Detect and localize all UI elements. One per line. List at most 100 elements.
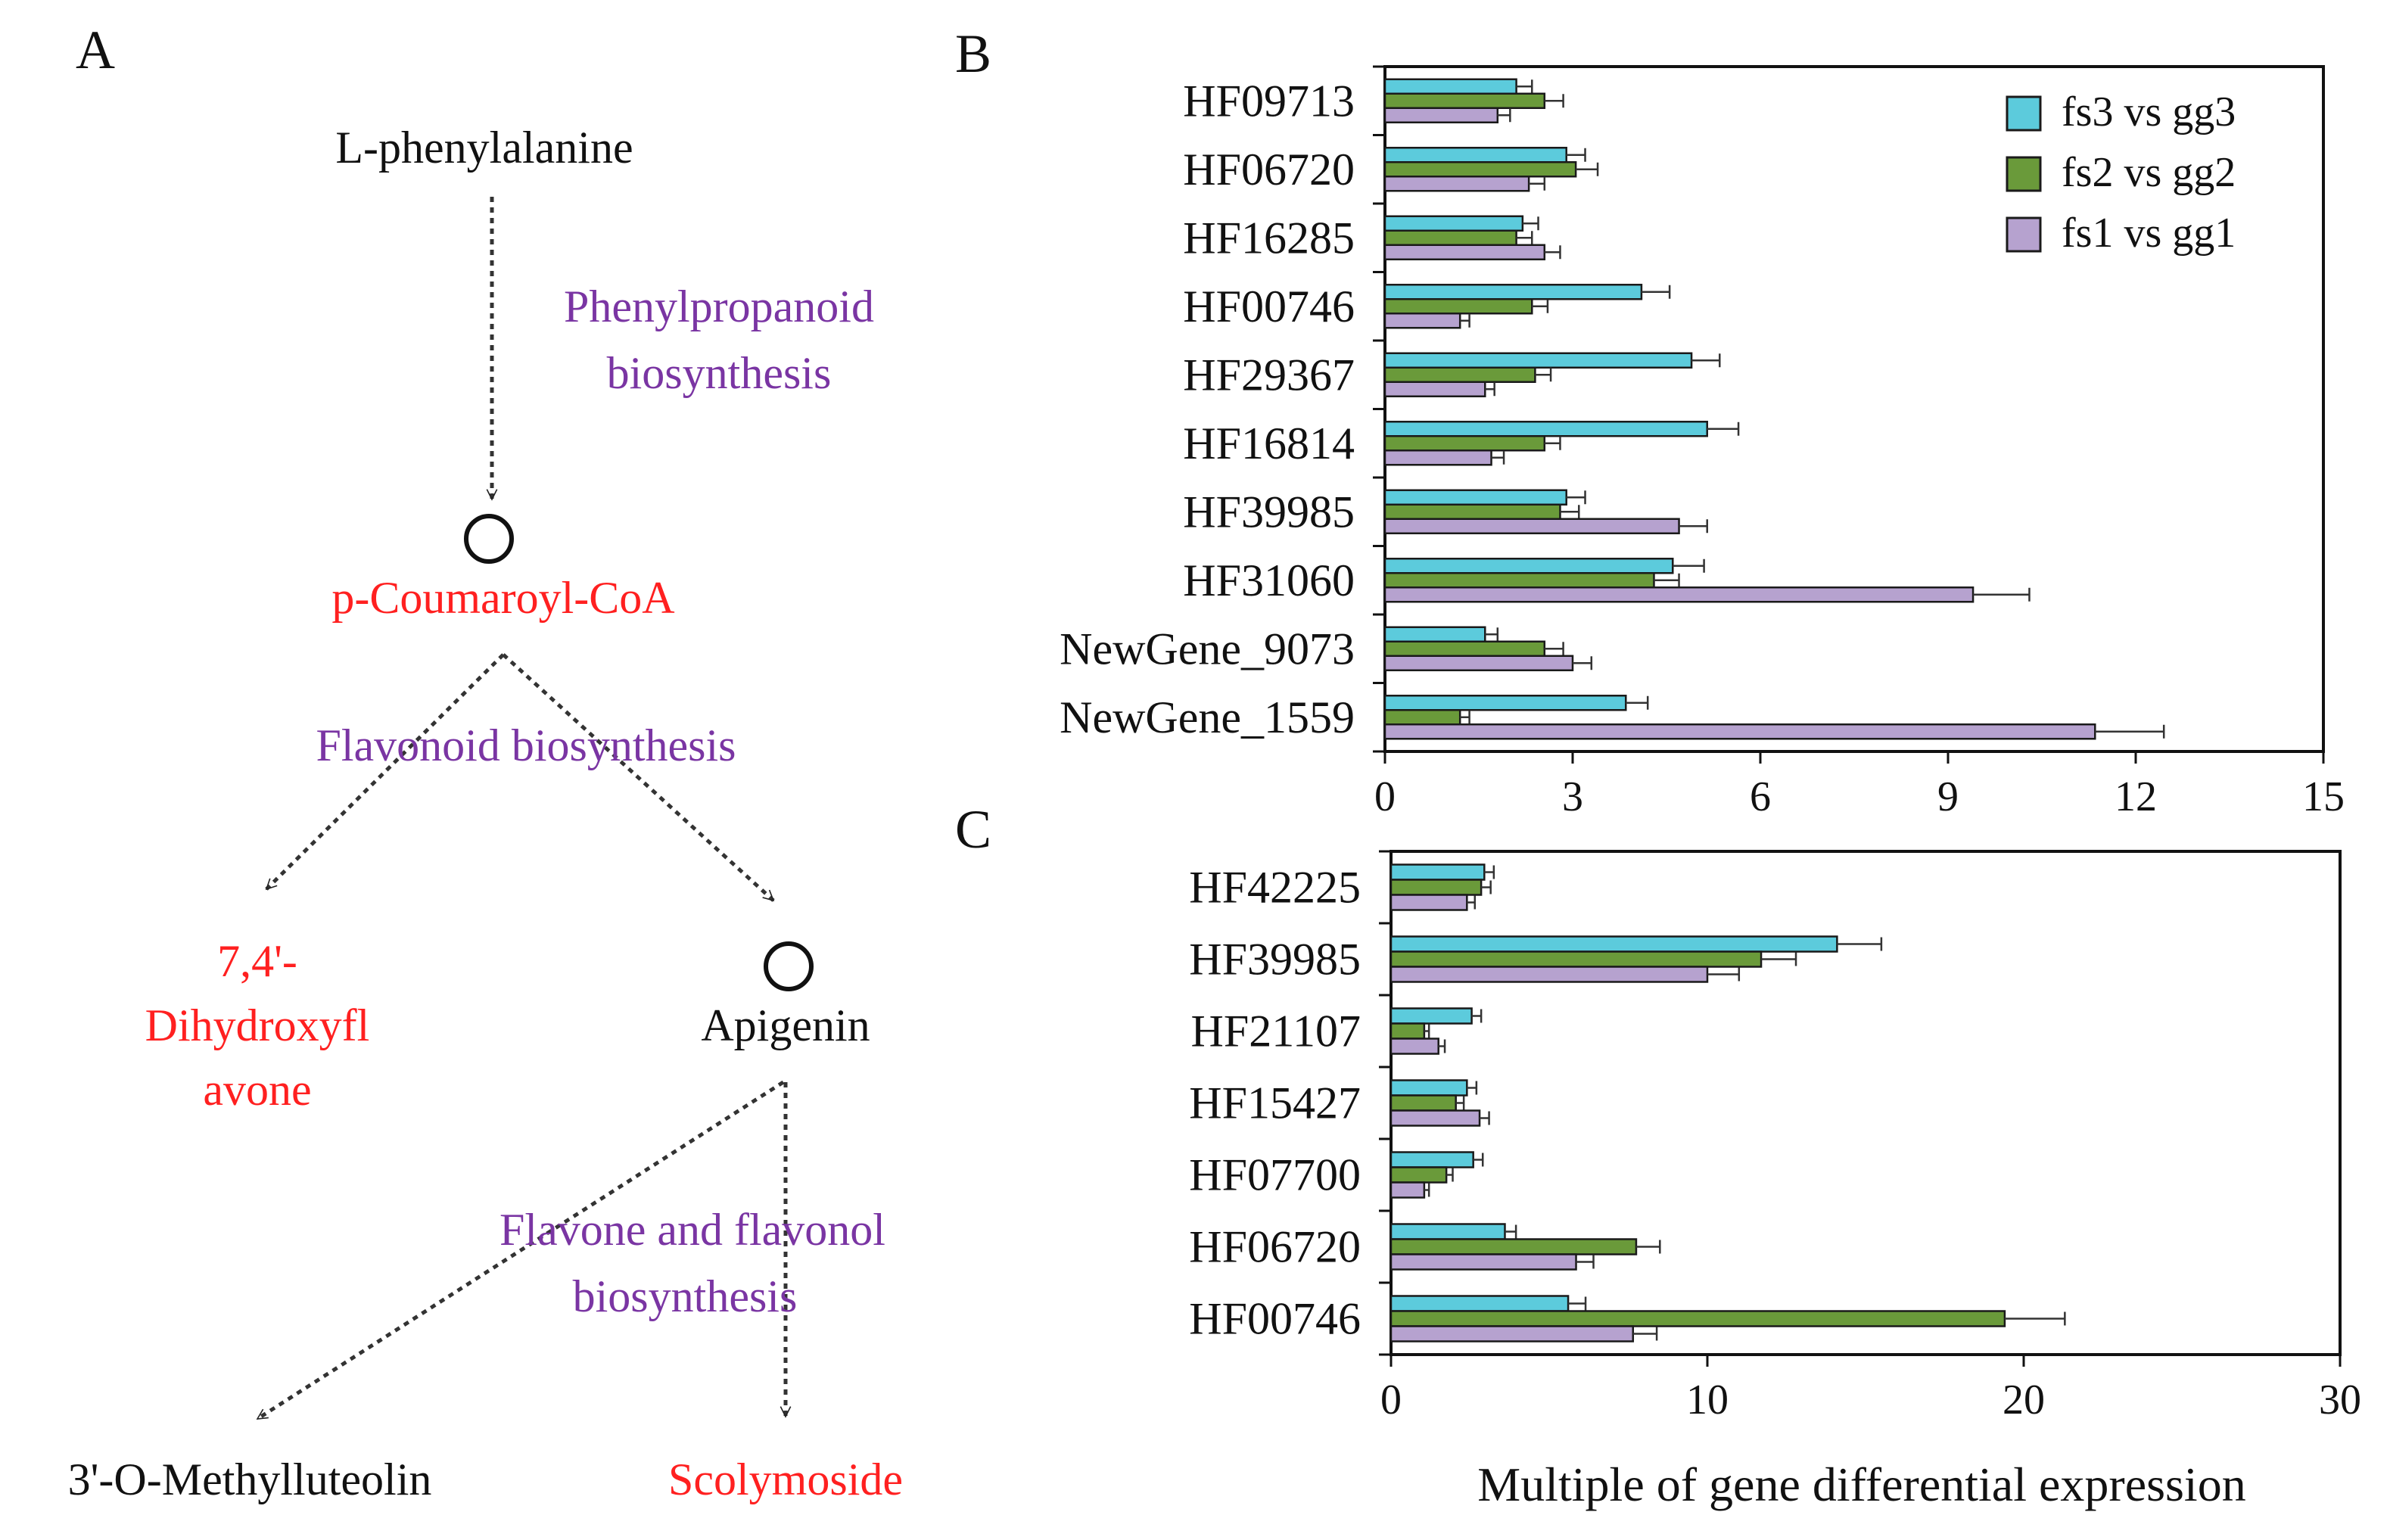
bar — [1389, 1325, 1635, 1342]
bar — [1389, 950, 1763, 968]
pathway-phenylpropanoid-line1: Phenylpropanoid — [564, 282, 874, 331]
bar — [1383, 176, 1530, 192]
gene-label: HF06720 — [1183, 145, 1355, 194]
compound-scolymoside: Scolymoside — [668, 1454, 903, 1504]
gene-label: HF07700 — [1189, 1150, 1361, 1200]
bar — [1383, 626, 1486, 642]
x-tick-label: 10 — [1686, 1377, 1729, 1423]
bar — [1383, 640, 1546, 657]
bar — [1389, 1151, 1474, 1168]
compound-dihydroxyflavone-line2: Dihydroxyfl — [145, 1000, 370, 1050]
bar — [1389, 1253, 1577, 1271]
bar — [1389, 863, 1486, 881]
gene-label: HF16814 — [1183, 418, 1355, 468]
gene-label: HF21107 — [1191, 1006, 1361, 1056]
legend-swatch — [2006, 216, 2042, 253]
x-tick-label: 6 — [1750, 773, 1771, 820]
compound-node-circle-coumaroyl — [464, 514, 514, 564]
pathway-flavone-line2: biosynthesis — [573, 1271, 798, 1321]
bar — [1389, 1181, 1426, 1199]
bar — [1383, 215, 1524, 232]
bar — [1383, 558, 1674, 574]
bar — [1383, 92, 1546, 109]
arrow-coumaroyl-to-dihydroxyflavone — [265, 653, 505, 891]
bar — [1383, 489, 1567, 506]
compound-dihydroxyflavone-line3: avone — [203, 1065, 311, 1115]
x-tick-label: 0 — [1374, 773, 1396, 820]
legend-swatch — [2006, 95, 2042, 132]
arrow-coumaroyl-to-apigenin — [502, 653, 775, 902]
bar — [1383, 450, 1492, 466]
panel-c-letter: C — [955, 799, 991, 860]
pathway-flavonoid: Flavonoid biosynthesis — [316, 720, 736, 770]
legend-label: fs3 vs gg3 — [2062, 89, 2236, 135]
bar — [1389, 1094, 1457, 1112]
compound-dihydroxyflavone-line1: 7,4'- — [217, 936, 297, 986]
x-tick-label: 9 — [1937, 773, 1959, 820]
bar — [1383, 244, 1546, 260]
bar — [1389, 1007, 1473, 1025]
x-tick-label: 3 — [1562, 773, 1583, 820]
bar — [1383, 435, 1546, 452]
gene-label: NewGene_9073 — [1060, 624, 1355, 674]
bar — [1383, 229, 1517, 246]
bar — [1383, 518, 1680, 534]
bar — [1389, 894, 1468, 911]
bar — [1389, 935, 1838, 953]
panel-c-bar-chart: C Multiple of gene differential expressi… — [955, 799, 2361, 1511]
compound-node-circle-apigenin — [764, 941, 814, 991]
x-tick-label: 0 — [1380, 1377, 1402, 1423]
gene-label: HF00746 — [1189, 1294, 1361, 1344]
pathway-flavone-line1: Flavone and flavonol — [499, 1205, 885, 1255]
gene-label: HF16285 — [1183, 213, 1355, 263]
bar — [1383, 586, 1975, 603]
bar — [1383, 107, 1499, 123]
bar — [1383, 147, 1567, 163]
gene-label: HF29367 — [1183, 350, 1355, 400]
x-tick-label: 30 — [2319, 1377, 2361, 1423]
bar — [1383, 352, 1693, 369]
bar — [1383, 284, 1643, 300]
pathway-phenylpropanoid-line2: biosynthesis — [607, 348, 832, 398]
gene-label: HF06720 — [1189, 1222, 1361, 1272]
bar — [1389, 1295, 1570, 1312]
gene-label: NewGene_1559 — [1060, 692, 1355, 742]
x-tick-label: 20 — [2003, 1377, 2045, 1423]
bar — [1383, 298, 1533, 315]
gene-label: HF39985 — [1183, 487, 1355, 537]
panel-a-pathway: A L-phenylalanine Phenylpropanoid biosyn… — [68, 20, 903, 1504]
bar — [1389, 1238, 1638, 1255]
bar — [1389, 1022, 1426, 1040]
bar — [1383, 503, 1561, 520]
bar — [1389, 1109, 1481, 1127]
bar — [1383, 572, 1655, 589]
compound-l-phenylalanine: L-phenylalanine — [335, 123, 633, 173]
legend-swatch — [2006, 156, 2042, 192]
x-tick-label: 15 — [2302, 773, 2345, 820]
bar — [1389, 966, 1709, 983]
bar — [1383, 161, 1577, 178]
gene-label: HF42225 — [1189, 863, 1361, 913]
bar — [1389, 1079, 1468, 1097]
arrow-apigenin-to-methylluteolin — [257, 1080, 785, 1421]
legend-label: fs2 vs gg2 — [2062, 149, 2236, 196]
x-tick-label: 12 — [2115, 773, 2157, 820]
plot-frame — [1389, 850, 2342, 1356]
bar — [1383, 723, 2096, 740]
bar — [1389, 1223, 1506, 1240]
legend-label: fs1 vs gg1 — [2062, 210, 2236, 257]
bar — [1383, 78, 1517, 95]
bar — [1383, 381, 1486, 397]
compound-p-coumaroyl-coa: p-Coumaroyl-CoA — [331, 573, 674, 623]
gene-label: HF09713 — [1183, 76, 1355, 126]
panel-a-letter: A — [76, 20, 115, 80]
gene-label: HF15427 — [1189, 1078, 1361, 1128]
gene-label: HF31060 — [1183, 555, 1355, 605]
bar — [1389, 1166, 1448, 1184]
bar — [1383, 655, 1574, 671]
bar — [1383, 313, 1461, 329]
bar — [1383, 421, 1708, 437]
compound-3-o-methylluteolin: 3'-O-Methylluteolin — [68, 1454, 432, 1504]
panel-c-x-axis-title: Multiple of gene differential expression — [1477, 1458, 2245, 1511]
gene-label: HF00746 — [1183, 282, 1355, 331]
